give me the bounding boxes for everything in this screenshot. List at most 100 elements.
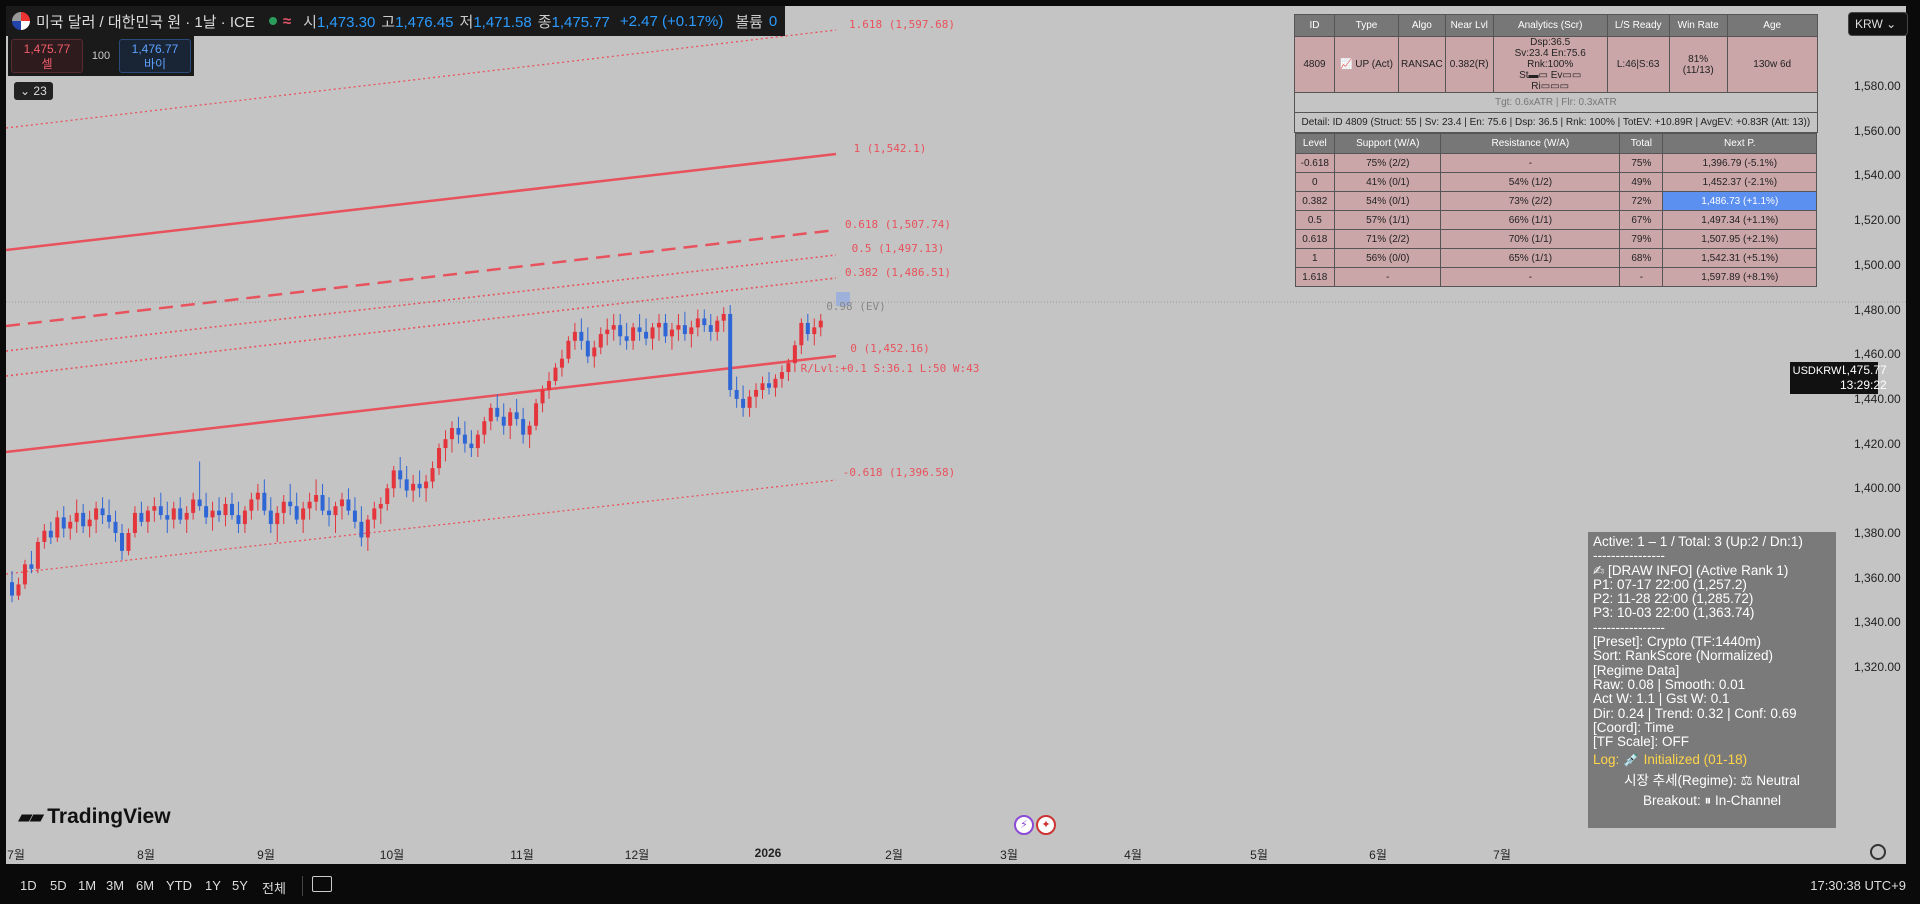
candle[interactable] [229,492,234,520]
candle[interactable] [598,327,603,355]
symbol-title[interactable]: 미국 달러 / 대한민국 원 · 1날 · ICE [36,13,255,31]
timeframe-button[interactable]: 5Y [232,878,248,893]
candle[interactable] [566,336,571,364]
candle[interactable] [281,495,286,525]
candle[interactable] [359,506,364,547]
us-flag-event-icon[interactable]: ✦ [1036,815,1056,835]
fib-line-1[interactable] [6,152,837,252]
candle[interactable] [94,501,99,533]
candle[interactable] [210,501,215,531]
candle[interactable] [268,497,273,533]
tradingview-logo[interactable]: ▰▰ TradingView [18,805,171,829]
candle[interactable] [611,313,616,341]
candle[interactable] [579,318,584,350]
candle[interactable] [469,430,474,458]
price-axis[interactable]: 1,580.00 1,560.00 1,540.00 1,520.00 1,500.00… [1806,6,1906,842]
candle[interactable] [495,394,500,422]
timeframe-button[interactable]: 5D [50,878,67,893]
candle[interactable] [307,492,312,520]
candle[interactable] [501,403,506,435]
candle[interactable] [695,309,700,337]
candle[interactable] [178,497,183,525]
quantity-field[interactable]: 100 [91,50,111,62]
fib-line-0618[interactable] [6,228,837,328]
candle[interactable] [805,313,810,341]
candle[interactable] [462,421,467,453]
candle[interactable] [747,389,752,417]
candle[interactable] [818,313,823,337]
candle[interactable] [191,492,196,520]
lightning-event-icon[interactable]: ⚡ [1014,815,1034,835]
candle[interactable] [16,577,21,601]
candle[interactable] [262,479,267,516]
timeframe-button[interactable]: 전체 [262,881,286,896]
candle[interactable] [113,510,118,542]
timeframe-button[interactable]: 1M [78,878,97,893]
candle[interactable] [81,503,86,533]
candle[interactable] [728,305,733,397]
candle[interactable] [508,407,513,440]
candle[interactable] [275,506,280,542]
candle[interactable] [682,311,687,341]
candle[interactable] [553,363,558,386]
date-range-icon[interactable] [312,876,332,892]
candle[interactable] [456,416,461,444]
candle[interactable] [320,483,325,516]
candle[interactable] [637,313,642,341]
candle[interactable] [572,322,577,350]
candle[interactable] [521,407,526,444]
candle[interactable] [792,340,797,373]
candle[interactable] [48,521,53,545]
candle[interactable] [669,322,674,350]
candle[interactable] [488,403,493,431]
candle[interactable] [449,421,454,453]
candle[interactable] [327,497,332,527]
candle[interactable] [605,318,610,346]
candle[interactable] [55,510,60,542]
timeframe-button[interactable]: 1D [20,878,37,893]
candle[interactable] [372,501,377,529]
candle[interactable] [417,470,422,498]
candle[interactable] [314,479,319,511]
candle[interactable] [378,497,383,525]
candle[interactable] [236,501,241,533]
time-axis[interactable]: 7월 8월 9월 10월 11월 12월 2026 2월 3월 4월 5월 6월 7월 [6,842,1906,864]
candle[interactable] [68,515,73,540]
candle[interactable] [61,506,66,538]
candle[interactable] [352,497,357,529]
fib-line-n0618[interactable] [6,479,837,575]
symbol-header[interactable]: 미국 달러 / 대한민국 원 · 1날 · ICE ≈ 시1,473.30 고1,… [6,6,786,36]
candle[interactable] [534,398,539,431]
candle[interactable] [301,501,306,533]
candle[interactable] [663,313,668,344]
candle[interactable] [22,559,27,589]
candle[interactable] [223,497,228,527]
candle[interactable] [333,501,338,533]
clock[interactable]: 17:30:38 UTC+9 [1810,878,1906,893]
candle[interactable] [430,461,435,489]
candle[interactable] [165,501,170,533]
fib-line-0[interactable] [6,354,837,454]
currency-selector[interactable]: KRW ⌄ [1848,12,1908,36]
candle[interactable] [631,322,636,350]
candle[interactable] [812,318,817,346]
candle[interactable] [391,465,396,498]
candle[interactable] [676,313,681,341]
candle[interactable] [734,376,739,408]
buy-button[interactable]: 1,476.77 바이 [119,39,191,73]
candle[interactable] [644,318,649,346]
timeframe-button[interactable]: 6M [136,878,155,893]
candle[interactable] [411,474,416,502]
candle[interactable] [294,492,299,525]
candle[interactable] [715,316,720,341]
candle[interactable] [547,372,552,399]
candle[interactable] [702,309,707,332]
candle[interactable] [339,492,344,520]
candle[interactable] [443,430,448,462]
candle[interactable] [398,457,403,489]
fib-line-0382[interactable] [6,277,837,377]
candle[interactable] [126,528,131,556]
candle[interactable] [385,483,390,511]
candle[interactable] [650,322,655,350]
indicator-collapse-button[interactable]: ⌄ 23 [14,82,53,100]
